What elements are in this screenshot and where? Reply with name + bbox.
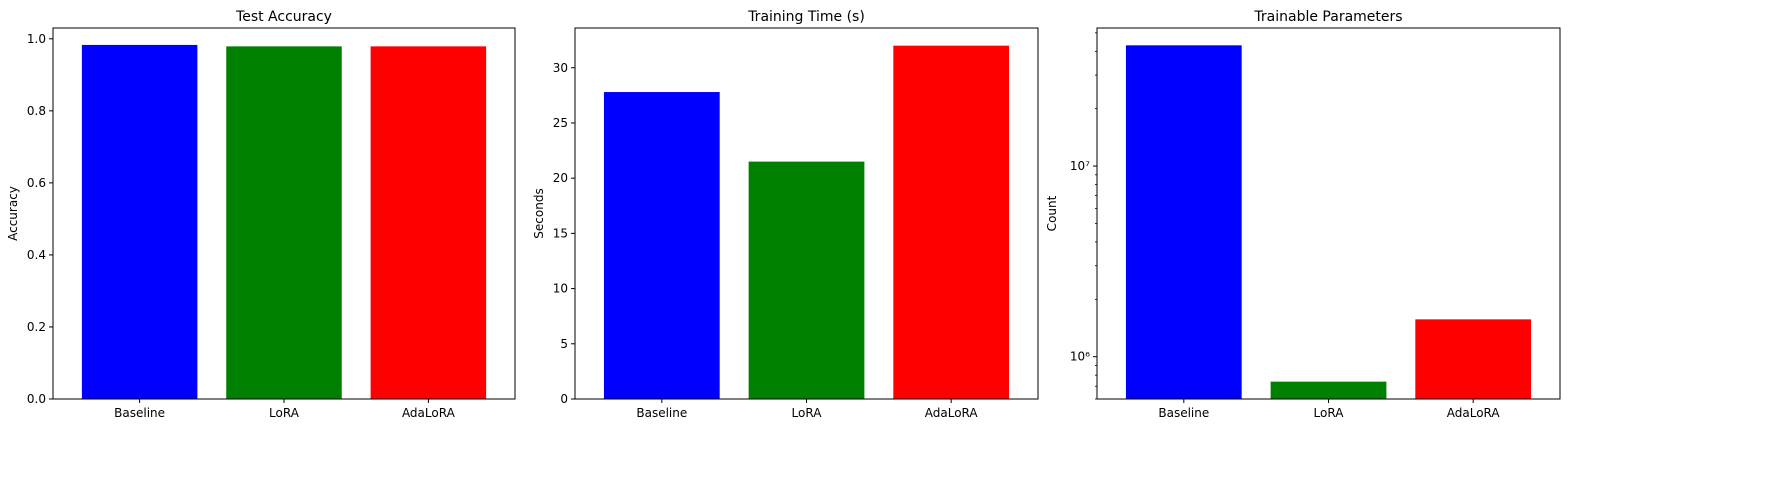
axes-frame [574,27,1039,400]
bar-lora [226,46,342,400]
y-tick-label: 20 [553,171,568,185]
y-tick-label: 10⁷ [1070,159,1090,173]
bar-baseline [81,44,198,400]
y-axis-label: Seconds [532,188,546,238]
y-tick-label: 0 [560,392,568,406]
x-tick-label: AdaLoRA [402,406,456,420]
x-tick-label: Baseline [1158,406,1209,420]
axes-frame [52,27,516,400]
chart-panel-3: 10⁶ 10⁷ Baseline LoRA AdaLoRA Trainable Param… [1045,9,1561,420]
y-axis-label: Accuracy [6,186,20,241]
bar-lora [1270,381,1387,399]
y-axis-label: Count [1045,195,1059,231]
bar-adalora [1415,319,1532,399]
bar-lora [748,161,865,399]
y-tick-label: 1.0 [27,32,46,46]
x-tick-label: Baseline [636,406,687,420]
y-tick-label: 0.8 [27,104,46,118]
axes-frame [1096,27,1561,400]
x-tick-label: Baseline [114,406,165,420]
bar-adalora [370,46,487,400]
bar-baseline [603,92,720,399]
chart-title: Training Time (s) [747,9,865,25]
y-tick-label: 0.4 [27,248,46,262]
x-tick-label: AdaLoRA [1447,406,1501,420]
chart-title: Test Accuracy [235,9,332,25]
y-tick-label: 0.0 [27,392,46,406]
y-tick-label: 10 [553,282,568,296]
bar-adalora [893,45,1010,400]
y-tick-label: 25 [553,116,568,130]
x-tick-label: LoRA [269,406,300,420]
bar-baseline [1125,45,1242,400]
x-tick-label: LoRA [1314,406,1345,420]
x-tick-label: AdaLoRA [925,406,979,420]
y-tick-label: 10⁶ [1070,350,1090,364]
x-tick-label: LoRA [792,406,823,420]
chart-title: Trainable Parameters [1253,9,1402,25]
y-tick-label: 0.6 [27,176,46,190]
y-tick-label: 30 [553,61,568,75]
y-tick-label: 5 [560,337,568,351]
y-tick-label: 15 [553,226,568,240]
y-tick-label: 0.2 [27,320,46,334]
chart-panel-1: 0.0 0.2 0.4 0.6 0.8 1.0 Baseline LoRA AdaLoRA Tes… [6,9,516,420]
chart-panel-2: 0 5 10 15 20 25 30 Baseline LoRA AdaLoRA Training … [532,9,1039,420]
